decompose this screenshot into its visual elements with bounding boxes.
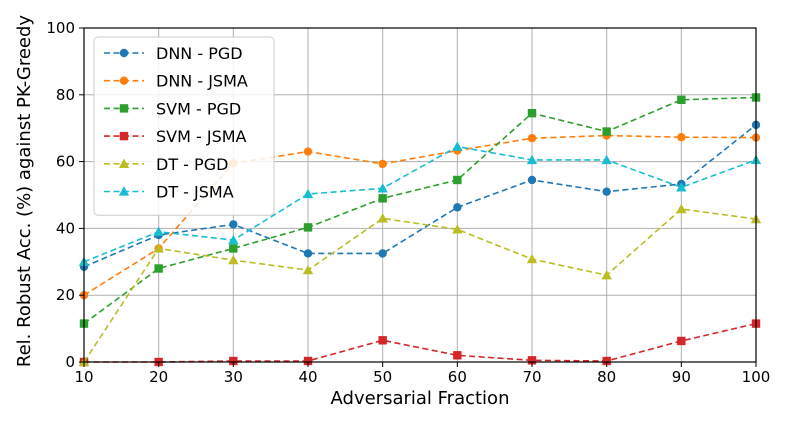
data-point-dt-jsma (601, 154, 612, 165)
series-line-svm-pgd (83, 96, 757, 325)
data-point-svm-pgd (453, 175, 462, 185)
plot-frame (83, 27, 757, 363)
data-point-dt-jsma (452, 141, 463, 151)
data-point-dt-pgd (676, 203, 687, 214)
data-point-svm-jsma (453, 351, 462, 360)
data-point-dt-pgd (228, 254, 239, 265)
legend-label: SVM - PGD (156, 99, 241, 118)
data-point-dt-jsma (377, 183, 388, 193)
data-point-dt-jsma (153, 226, 164, 236)
x-axis-ticks: 10 20 30 40 50 60 70 80 90 100 (74, 362, 770, 386)
series-svm-jsma (79, 319, 761, 367)
data-point-svm-pgd (378, 194, 387, 203)
x-tick-label: 20 (149, 368, 168, 386)
data-point-dt-pgd (302, 264, 314, 275)
legend-marker (118, 158, 130, 168)
data-point-svm-pgd (154, 264, 163, 273)
series-line-svm-jsma (84, 322, 757, 363)
data-point-dnn-pgd (229, 220, 238, 229)
legend-entry-svm-pgd: SVM - PGD (104, 99, 241, 118)
data-point-dt-jsma (302, 188, 314, 199)
data-point-svm-pgd (602, 127, 611, 136)
y-axis-label: Rel. Robust Acc. (%) against PK-Greedy (14, 15, 35, 368)
legend-marker (119, 131, 129, 141)
data-point-dt-pgd (452, 224, 463, 234)
legend-entry-dt-pgd: DT - PGD (104, 155, 228, 174)
data-point-svm-jsma (677, 336, 686, 346)
data-point-dt-pgd (601, 269, 612, 280)
legend-box (93, 36, 275, 216)
data-point-svm-jsma (602, 356, 611, 366)
data-point-dnn-pgd (527, 175, 537, 185)
x-tick-label: 80 (597, 368, 616, 386)
data-point-svm-pgd (303, 223, 313, 232)
legend-label: SVM - JSMA (156, 127, 247, 146)
data-point-svm-pgd (527, 108, 537, 118)
data-point-svm-jsma (378, 336, 387, 345)
x-tick-label: 10 (74, 368, 93, 386)
data-point-dnn-pgd (453, 203, 462, 212)
data-point-svm-jsma (229, 356, 238, 366)
x-tick-label: 40 (298, 368, 317, 386)
legend-marker (119, 76, 129, 85)
data-point-dnn-pgd (602, 187, 611, 196)
x-tick-label: 30 (224, 368, 243, 386)
x-axis-label: Adversarial Fraction (331, 388, 510, 409)
data-point-dt-pgd (377, 213, 388, 223)
y-tick-label: 100 (46, 19, 75, 37)
series-dt-jsma (78, 141, 762, 266)
legend-marker (119, 48, 129, 58)
y-axis-ticks: 0 20 40 60 80 100 (46, 19, 84, 371)
legend-label: DT - JSMA (156, 183, 234, 202)
y-tick-label: 80 (56, 86, 75, 104)
x-tick-label: 70 (522, 368, 541, 386)
legend-label: DT - PGD (156, 155, 228, 174)
series-line-dt-jsma (83, 145, 757, 263)
data-point-dt-jsma (676, 182, 687, 192)
data-point-dt-jsma (228, 234, 239, 245)
data-point-svm-jsma (527, 356, 537, 365)
x-tick-label: 60 (448, 368, 467, 386)
series-dt-pgd (78, 203, 762, 367)
data-point-dnn-jsma (677, 133, 686, 142)
legend-label: DNN - JSMA (156, 72, 248, 91)
legend-entry-svm-jsma: SVM - JSMA (104, 127, 247, 146)
data-point-dnn-jsma (303, 147, 313, 156)
data-point-dnn-pgd (378, 249, 387, 258)
y-tick-label: 20 (56, 286, 75, 304)
data-point-dnn-jsma (527, 134, 537, 143)
legend-marker (119, 104, 129, 113)
data-point-dnn-pgd (303, 249, 313, 258)
data-point-svm-pgd (677, 95, 686, 105)
data-point-svm-jsma (303, 356, 313, 366)
legend: DNN - PGD DNN - JSMA SVM - PGD SVM - JSMA DT… (93, 36, 275, 216)
data-point-svm-pgd (229, 244, 238, 253)
y-tick-label: 60 (56, 153, 75, 171)
legend-marker (118, 186, 130, 196)
series-line-dnn-pgd (83, 124, 757, 268)
legend-entry-dnn-jsma: DNN - JSMA (104, 72, 248, 91)
legend-label: DNN - PGD (156, 44, 243, 63)
legend-entry-dnn-pgd: DNN - PGD (104, 44, 243, 63)
y-tick-label: 40 (56, 219, 75, 237)
data-point-dt-jsma (526, 154, 538, 165)
y-tick-label: 0 (65, 353, 75, 371)
series-line-dt-pgd (83, 208, 757, 363)
legend-entry-dt-jsma: DT - JSMA (104, 183, 234, 202)
data-point-dt-pgd (526, 253, 538, 264)
x-tick-label: 90 (672, 368, 691, 386)
data-point-dt-pgd (153, 243, 164, 253)
data-point-dnn-jsma (378, 159, 387, 169)
x-tick-label: 50 (373, 368, 392, 386)
x-tick-label: 100 (742, 368, 771, 386)
